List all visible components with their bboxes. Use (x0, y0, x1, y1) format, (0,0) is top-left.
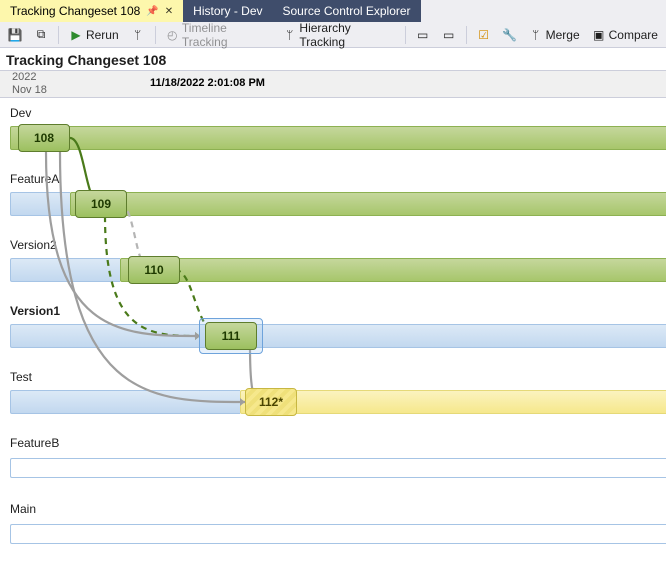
hierarchy-icon: ᛘ (283, 28, 296, 42)
rerun-label: Rerun (86, 28, 119, 42)
window-icon: ▭ (416, 28, 430, 42)
rerun-button[interactable]: ▶ Rerun (65, 26, 123, 44)
check-button[interactable]: ☑ (473, 26, 495, 44)
lane-band (10, 524, 666, 544)
timeline-tracking-button: ◴ Timeline Tracking (162, 19, 275, 51)
play-icon: ▶ (69, 28, 83, 42)
tool-b[interactable]: ▭ (438, 26, 460, 44)
compare-label: Compare (609, 28, 658, 42)
compare-icon: ▣ (592, 28, 606, 42)
tab-label: History - Dev (193, 4, 262, 18)
save-button[interactable]: 💾 (4, 26, 26, 44)
tab-tracking[interactable]: Tracking Changeset 108 📌 ✕ (0, 0, 183, 22)
timeline-stamp: 11/18/2022 2:01:08 PM (150, 77, 265, 89)
check-icon: ☑ (477, 28, 491, 42)
changeset-node-110[interactable]: 110 (128, 256, 180, 284)
lane-label: Dev (10, 106, 31, 120)
tab-label: Source Control Explorer (283, 4, 411, 18)
lane-label: FeatureA (10, 172, 59, 186)
lane-featurea: FeatureA 109 (0, 170, 666, 236)
timeline-year: 2022 (12, 71, 36, 83)
compare-button[interactable]: ▣ Compare (588, 26, 662, 44)
lane-band (10, 258, 120, 282)
changeset-node-108[interactable]: 108 (18, 124, 70, 152)
toolbar-sep (466, 26, 467, 44)
lane-band (10, 126, 666, 150)
merge-icon: ᛘ (529, 28, 543, 42)
lane-featureb: FeatureB (0, 434, 666, 500)
lane-version2: Version2 110 (0, 236, 666, 302)
wrench-button[interactable]: 🔧 (499, 26, 521, 44)
lanes-area: Dev 108 FeatureA 109 Version2 110 Version1 111 T… (0, 98, 666, 566)
changeset-node-109[interactable]: 109 (75, 190, 127, 218)
pin-icon[interactable]: 📌 (146, 6, 158, 17)
save-icon: 💾 (8, 28, 22, 42)
close-icon[interactable]: ✕ (165, 6, 173, 17)
lane-label: Test (10, 370, 32, 384)
lane-band (120, 258, 666, 282)
timeline-day: Nov 18 (12, 84, 47, 96)
lane-band (10, 458, 666, 478)
toolbar-sep (58, 26, 59, 44)
hierarchy-label: Hierarchy Tracking (299, 21, 394, 49)
copy-button[interactable]: ⧉ (30, 26, 52, 44)
lane-band (10, 192, 70, 216)
lane-label: Version2 (10, 238, 57, 252)
timeline-header: 2022 Nov 18 11/18/2022 2:01:08 PM (0, 70, 666, 98)
branch-icon: ᛘ (131, 28, 145, 42)
timeline-label: Timeline Tracking (182, 21, 271, 49)
copy-icon: ⧉ (34, 28, 48, 42)
merge-button[interactable]: ᛘ Merge (525, 26, 584, 44)
lane-label: FeatureB (10, 436, 59, 450)
lane-label: Version1 (10, 304, 60, 318)
toolbar: 💾 ⧉ ▶ Rerun ᛘ ◴ Timeline Tracking ᛘ Hier… (0, 22, 666, 48)
toolbar-sep (405, 26, 406, 44)
branch-button[interactable]: ᛘ (127, 26, 149, 44)
overlap-icon: ▭ (442, 28, 456, 42)
changeset-node-111[interactable]: 111 (205, 322, 257, 350)
lane-band (70, 192, 666, 216)
lane-band (10, 390, 240, 414)
tab-label: Tracking Changeset 108 (10, 4, 140, 18)
lane-band (10, 324, 666, 348)
clock-icon: ◴ (166, 28, 179, 42)
tool-a[interactable]: ▭ (412, 26, 434, 44)
changeset-node-112[interactable]: 112* (245, 388, 297, 416)
toolbar-sep (155, 26, 156, 44)
lane-test: Test 112* (0, 368, 666, 434)
lane-dev: Dev 108 (0, 104, 666, 170)
lane-band (240, 390, 666, 414)
page-title: Tracking Changeset 108 (0, 48, 666, 70)
hierarchy-tracking-button[interactable]: ᛘ Hierarchy Tracking (279, 19, 399, 51)
lane-version1: Version1 111 (0, 302, 666, 368)
lane-main: Main (0, 500, 666, 566)
lane-label: Main (10, 502, 36, 516)
merge-label: Merge (546, 28, 580, 42)
wrench-icon: 🔧 (503, 28, 517, 42)
